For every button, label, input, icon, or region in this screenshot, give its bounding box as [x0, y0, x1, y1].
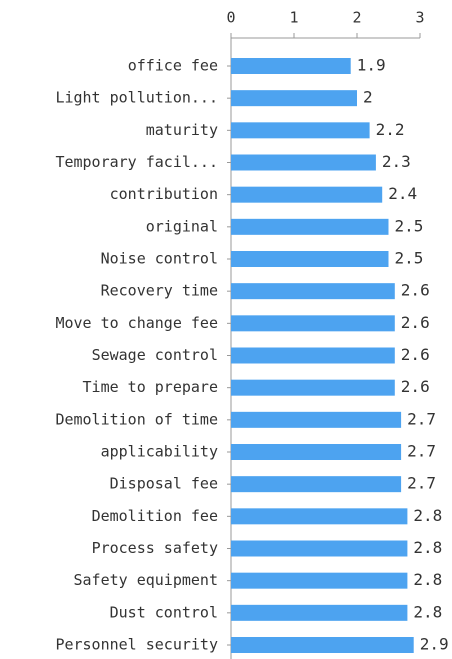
value-label: 2.6 [401, 345, 430, 364]
x-tick-label: 2 [352, 9, 361, 27]
y-tick-label: Sewage control [92, 346, 218, 364]
value-label: 2.5 [395, 249, 424, 268]
bar [231, 604, 408, 621]
value-label: 2.7 [407, 474, 436, 493]
y-tick-label: Recovery time [101, 282, 218, 300]
value-label: 2.2 [376, 120, 405, 139]
y-tick-label: Temporary facil... [55, 153, 218, 171]
bar [231, 637, 414, 653]
y-tick-label: Move to change fee [55, 314, 218, 332]
bar [231, 540, 408, 557]
bar [231, 283, 395, 300]
y-tick-label: original [146, 217, 218, 235]
y-tick-label: office fee [128, 57, 218, 75]
bar [231, 58, 351, 74]
value-label: 2.3 [382, 152, 411, 171]
bar [231, 154, 376, 171]
y-tick-label: contribution [110, 185, 218, 203]
value-label: 2.4 [388, 184, 417, 203]
x-tick-label: 0 [226, 9, 235, 27]
y-tick-label: applicability [101, 443, 218, 461]
value-label: 2.9 [420, 635, 449, 654]
value-label: 2.8 [413, 538, 442, 557]
bar [231, 315, 395, 332]
y-tick-label: Noise control [101, 250, 218, 268]
y-tick-label: Process safety [92, 539, 218, 557]
bar [231, 251, 389, 267]
bar [231, 572, 408, 589]
value-label: 2.7 [407, 409, 436, 428]
y-tick-label: Safety equipment [74, 571, 219, 589]
y-tick-label: Light pollution... [55, 89, 218, 107]
value-label: 1.9 [357, 56, 386, 75]
bar [231, 122, 370, 139]
y-tick-label: Time to prepare [83, 378, 218, 396]
x-tick-label: 3 [415, 9, 424, 27]
bar [231, 90, 357, 107]
bar [231, 379, 395, 396]
bar [231, 476, 402, 493]
value-label: 2.8 [413, 570, 442, 589]
bar [231, 347, 395, 364]
bar [231, 444, 402, 460]
value-label: 2.6 [401, 377, 430, 396]
bar [231, 186, 383, 203]
bar [231, 411, 402, 428]
y-tick-label: Dust control [110, 603, 218, 621]
bar [231, 218, 389, 235]
y-tick-label: Demolition of time [55, 410, 218, 428]
value-label: 2.6 [401, 281, 430, 300]
value-label: 2.7 [407, 442, 436, 461]
y-tick-label: Demolition fee [92, 507, 218, 525]
value-label: 2.8 [413, 506, 442, 525]
y-tick-label: maturity [146, 121, 218, 139]
value-label: 2.6 [401, 313, 430, 332]
y-tick-label: Disposal fee [110, 475, 218, 493]
value-label: 2.5 [395, 216, 424, 235]
value-label: 2 [363, 88, 373, 107]
bar [231, 508, 408, 525]
y-tick-label: Personnel security [55, 636, 218, 654]
value-label: 2.8 [413, 602, 442, 621]
x-tick-label: 1 [289, 9, 298, 27]
